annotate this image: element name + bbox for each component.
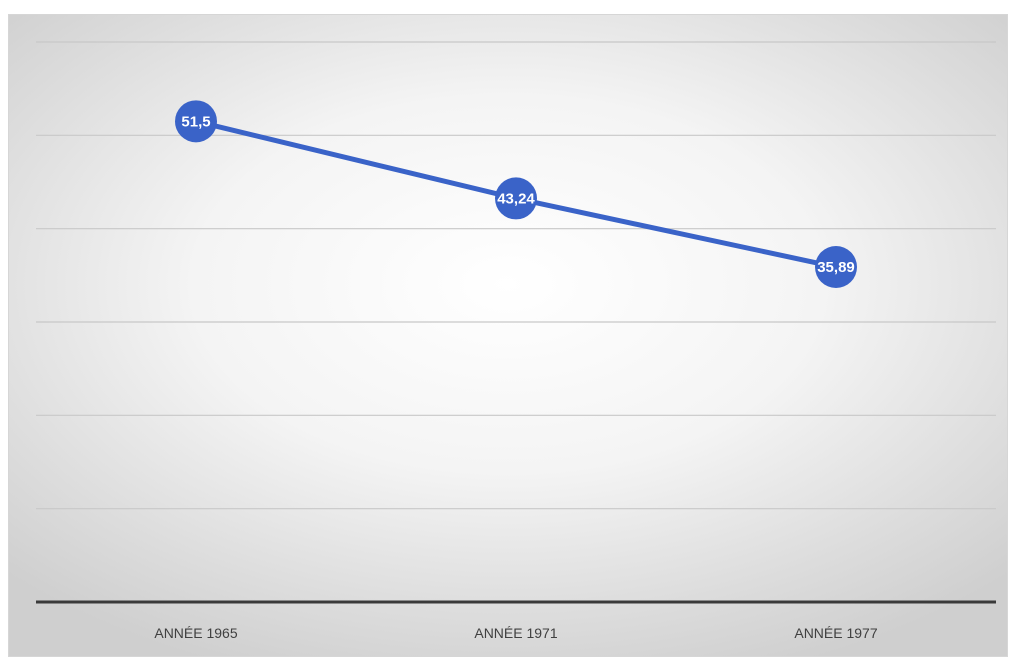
data-point-marker[interactable] <box>495 177 537 220</box>
x-tick-label: ANNÉE 1971 <box>474 625 557 641</box>
data-label: 35,89 <box>817 259 855 276</box>
x-tick-labels: ANNÉE 1965 ANNÉE 1971 ANNÉE 1977 <box>154 625 877 641</box>
data-markers <box>175 100 857 289</box>
data-point-marker[interactable] <box>175 100 217 143</box>
x-tick-label: ANNÉE 1965 <box>154 625 237 641</box>
data-label: 43,24 <box>497 190 535 207</box>
x-tick-label: ANNÉE 1977 <box>794 625 877 641</box>
data-point-marker[interactable] <box>815 246 857 289</box>
data-label: 51,5 <box>181 113 210 130</box>
chart-frame <box>8 14 1008 657</box>
data-labels: 51,5 43,24 35,89 <box>181 113 854 276</box>
